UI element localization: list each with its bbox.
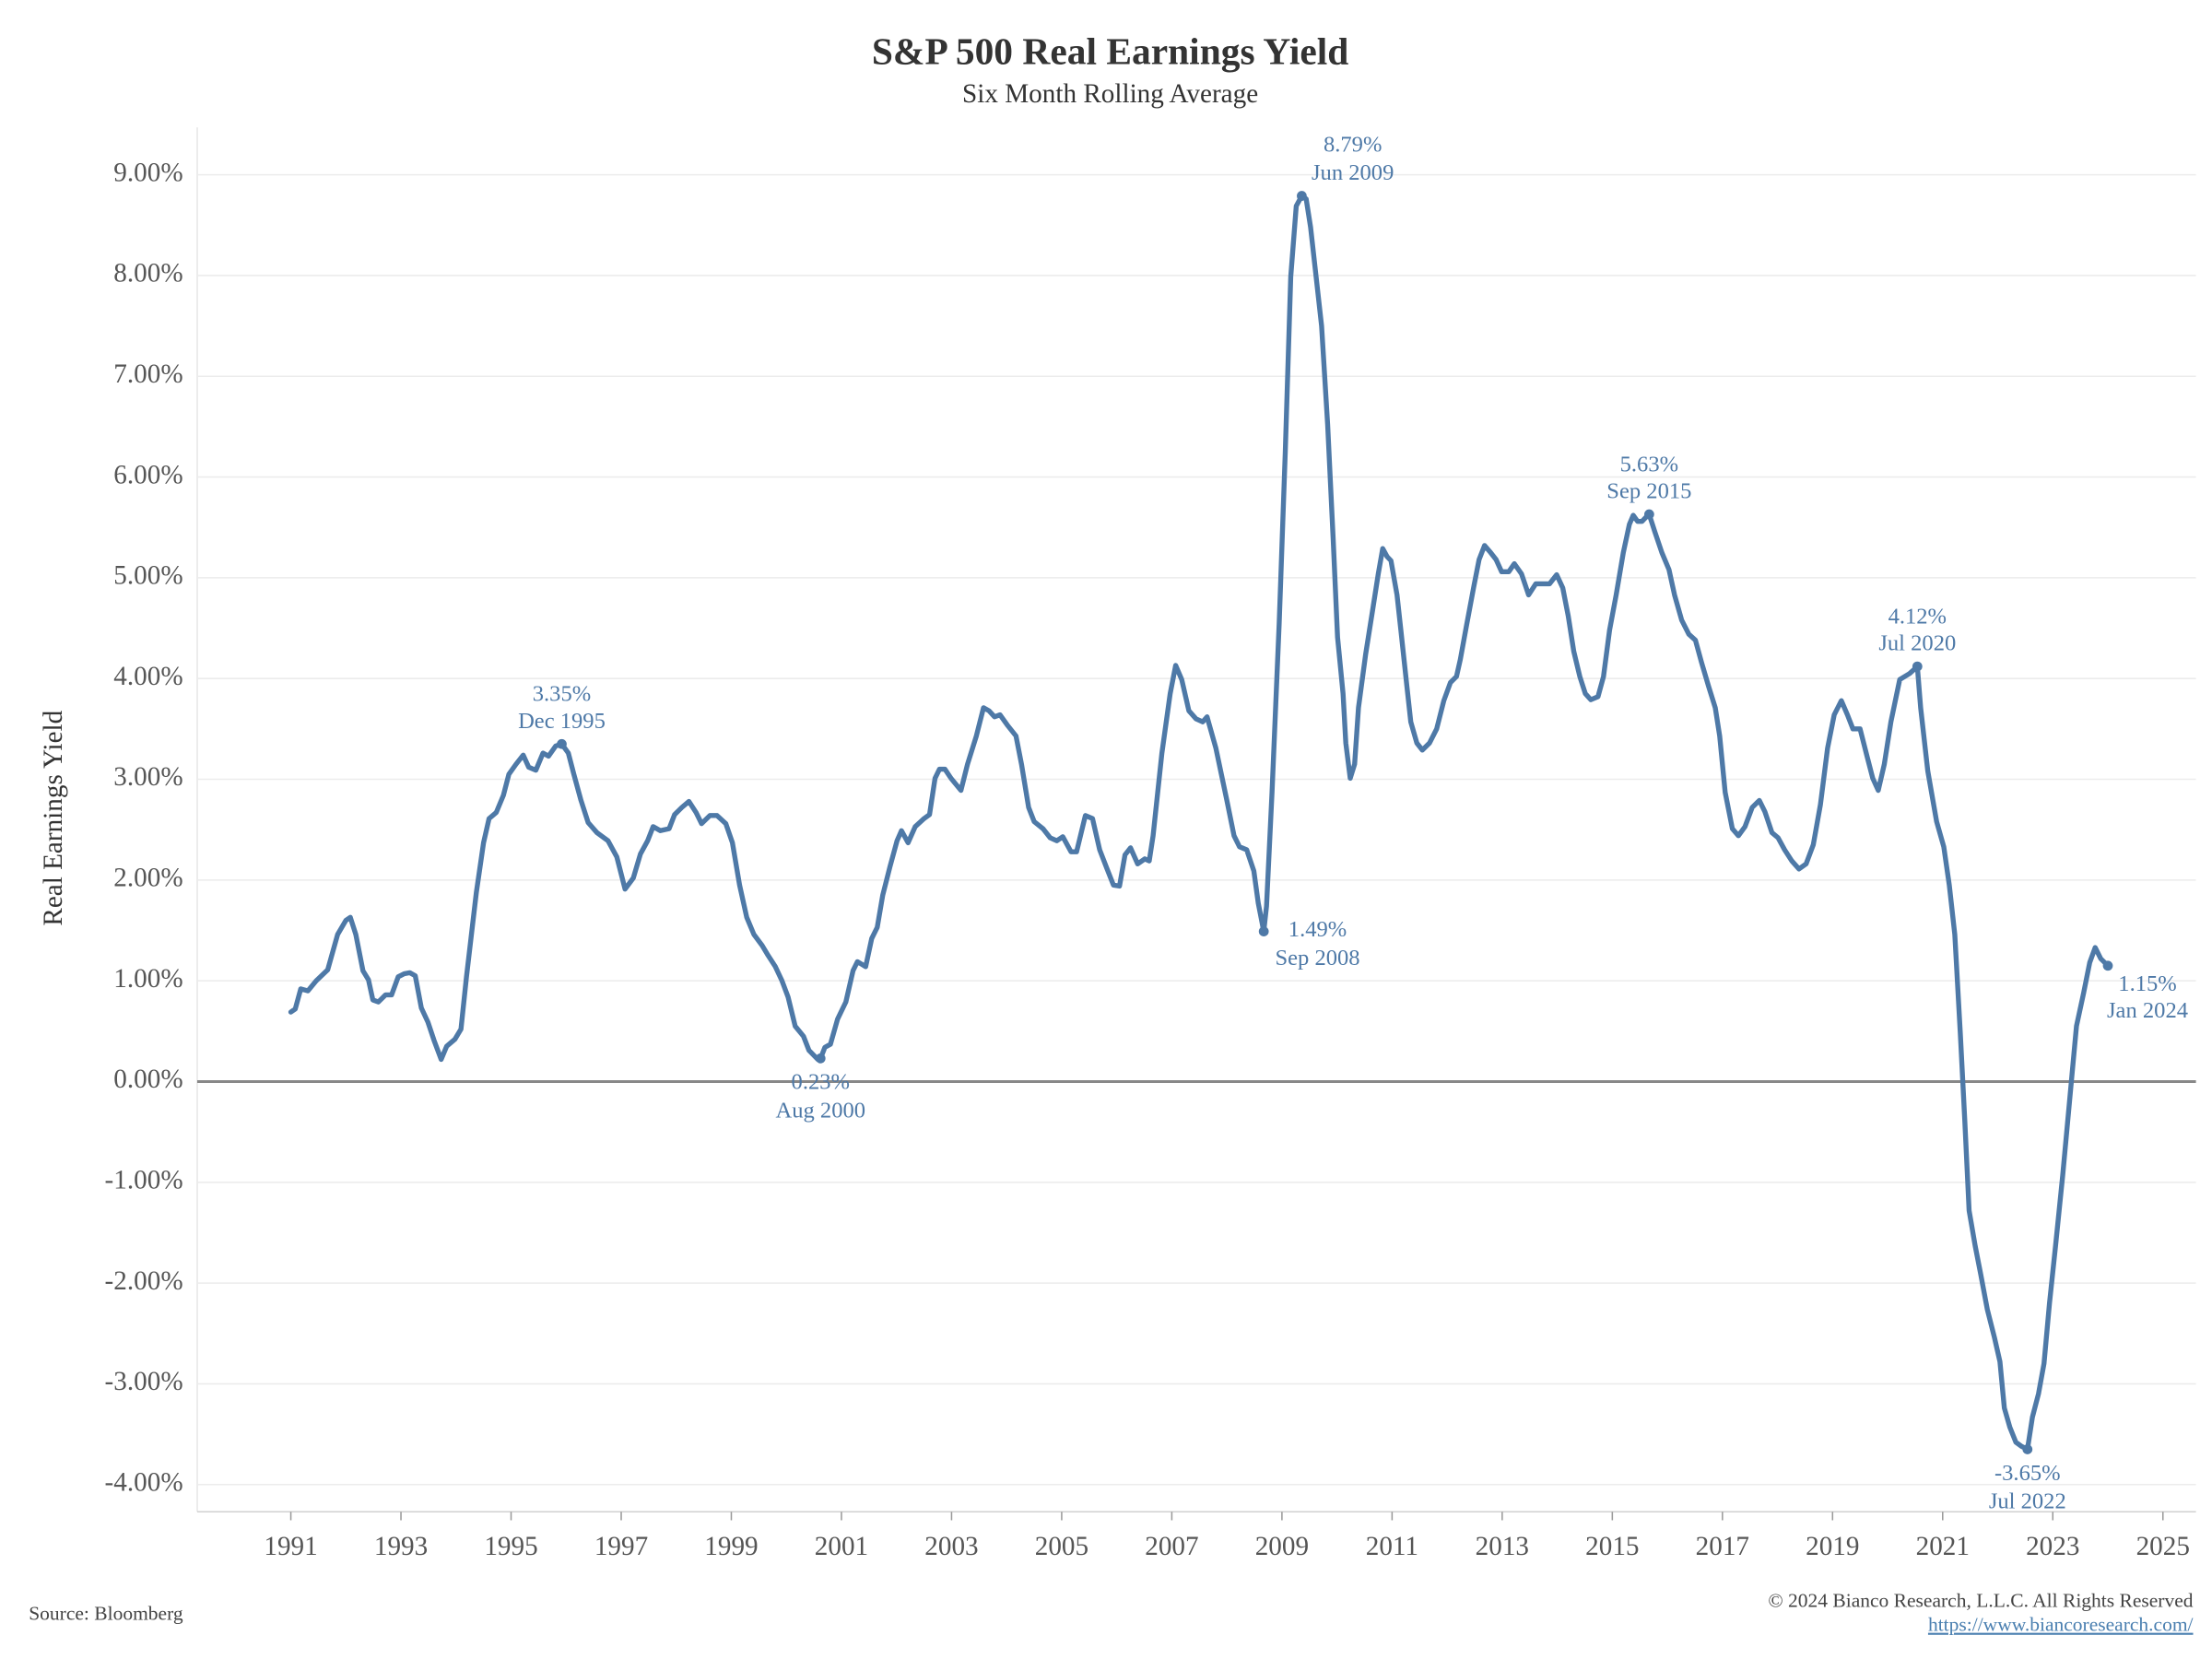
annotation-value: 4.12% (1888, 605, 1947, 629)
y-tick-label: 7.00% (113, 359, 182, 389)
y-tick-label: -2.00% (105, 1266, 183, 1296)
x-tick-label: 2015 (1585, 1532, 1639, 1561)
annotation-value: -3.65% (1994, 1461, 2061, 1486)
x-tick-label: 2007 (1145, 1532, 1198, 1561)
y-tick-label: -3.00% (105, 1367, 183, 1396)
x-tick-label: 2021 (1916, 1532, 1970, 1561)
annotation-point (557, 738, 567, 749)
annotation-date: Sep 2015 (1606, 479, 1691, 504)
annotation-point (1297, 191, 1307, 201)
annotation-point (1258, 926, 1269, 936)
annotation-value: 1.15% (2118, 971, 2176, 996)
x-tick-label: 1991 (264, 1532, 317, 1561)
chart-title: S&P 500 Real Earnings Yield (872, 29, 1348, 72)
annotation-date: Jun 2009 (1312, 160, 1394, 185)
annotation-point (1643, 509, 1654, 520)
y-tick-label: 0.00% (113, 1065, 182, 1094)
data-line (288, 193, 2111, 1453)
x-tick-label: 1995 (484, 1532, 537, 1561)
x-tick-label: 2025 (2136, 1532, 2190, 1561)
x-tick-label: 2019 (1806, 1532, 1859, 1561)
x-tick-label: 2009 (1255, 1532, 1309, 1561)
annotation-value: 8.79% (1324, 132, 1382, 157)
x-tick-label: 1993 (374, 1532, 428, 1561)
y-tick-label: -1.00% (105, 1166, 183, 1195)
annotation-date: Jul 2020 (1878, 631, 1956, 656)
annotation-date: Jan 2024 (2107, 998, 2188, 1023)
y-tick-label: -4.00% (105, 1467, 183, 1497)
annotation-value: 3.35% (533, 682, 591, 707)
x-tick-label: 2011 (1366, 1532, 1418, 1561)
chart-subtitle: Six Month Rolling Average (962, 79, 1258, 109)
annotation-point (815, 1053, 826, 1064)
y-tick-label: 3.00% (113, 762, 182, 792)
x-tick-label: 2003 (924, 1532, 978, 1561)
copyright: © 2024 Bianco Research, L.L.C. All Right… (1768, 1590, 2193, 1612)
x-tick-label: 2005 (1035, 1532, 1088, 1561)
annotation-date: Dec 1995 (518, 709, 606, 734)
website-link[interactable]: https://www.biancoresearch.com/ (1928, 1614, 2194, 1636)
y-axis-title: Real Earnings Yield (39, 710, 68, 925)
annotation-value: 0.23% (792, 1070, 850, 1095)
annotation-date: Jul 2022 (1989, 1488, 2066, 1513)
y-tick-label: 9.00% (113, 158, 182, 187)
x-tick-label: 2013 (1476, 1532, 1529, 1561)
annotation-date: Aug 2000 (775, 1098, 865, 1123)
annotation-point (1912, 661, 1923, 672)
x-tick-label: 2001 (815, 1532, 868, 1561)
y-tick-label: 8.00% (113, 259, 182, 288)
annotation-point (2022, 1444, 2033, 1454)
annotation-value: 1.49% (1288, 917, 1347, 942)
source: Source: Bloomberg (29, 1602, 183, 1624)
annotation-value: 5.63% (1620, 452, 1678, 477)
x-tick-label: 1997 (594, 1532, 648, 1561)
annotation-date: Sep 2008 (1275, 946, 1359, 971)
y-tick-label: 5.00% (113, 561, 182, 591)
x-tick-label: 2017 (1696, 1532, 1749, 1561)
y-tick-label: 2.00% (113, 864, 182, 893)
x-tick-label: 2023 (2026, 1532, 2079, 1561)
y-tick-label: 4.00% (113, 662, 182, 691)
y-tick-label: 1.00% (113, 964, 182, 994)
annotation-point (2102, 960, 2113, 971)
y-tick-label: 6.00% (113, 460, 182, 489)
x-tick-label: 1999 (704, 1532, 758, 1561)
